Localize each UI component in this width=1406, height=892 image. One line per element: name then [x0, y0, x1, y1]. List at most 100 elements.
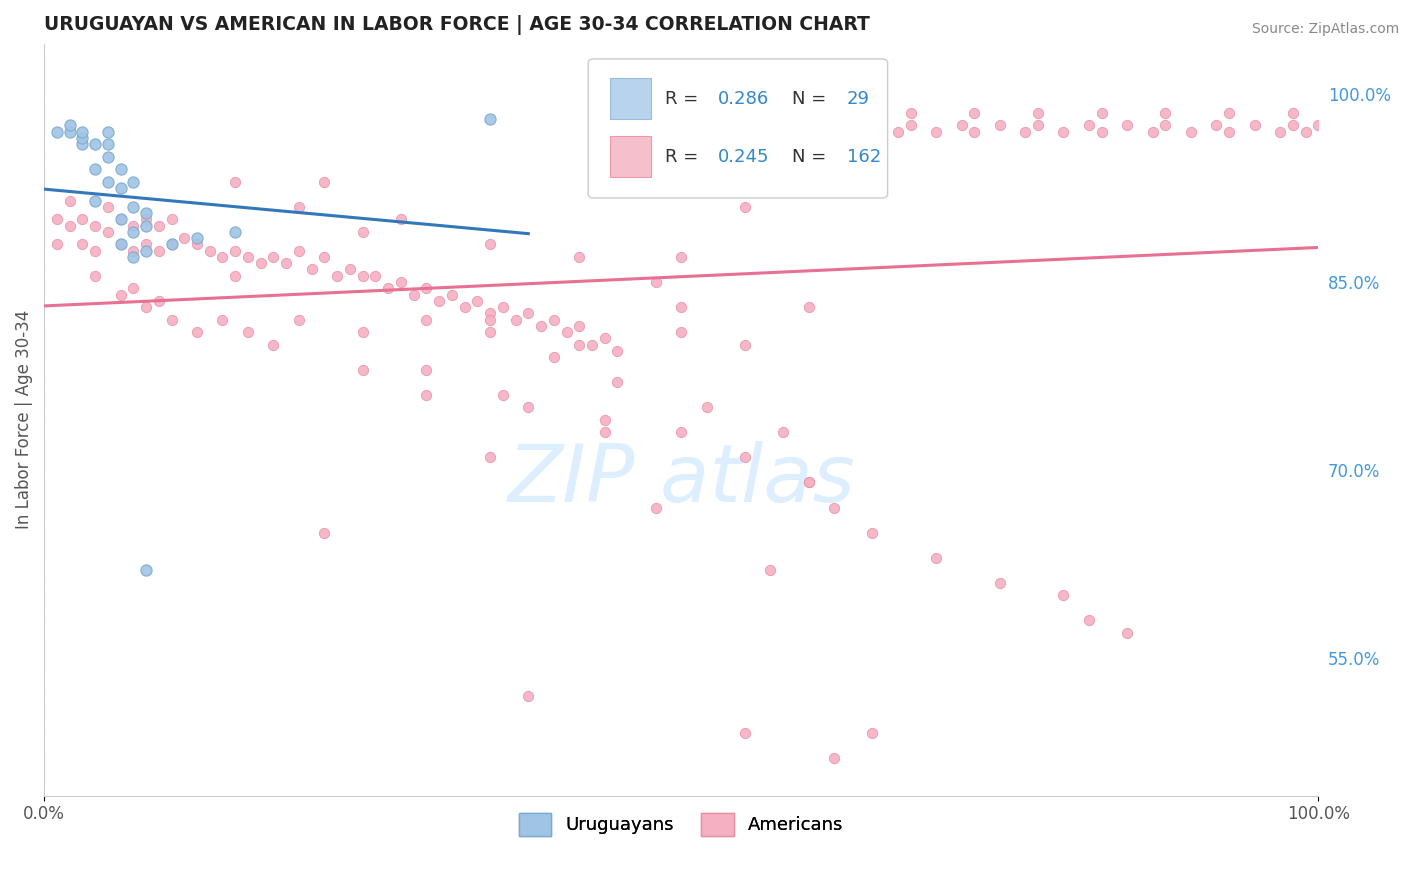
Point	[988, 575, 1011, 590]
Point	[492, 388, 515, 402]
Point	[45, 237, 67, 252]
Point	[530, 318, 553, 333]
Point	[543, 350, 565, 364]
Text: 0.245: 0.245	[718, 148, 769, 166]
Point	[797, 475, 820, 490]
Legend: Uruguayans, Americans: Uruguayans, Americans	[512, 805, 851, 843]
Point	[122, 244, 145, 258]
Point	[84, 137, 107, 152]
Text: URUGUAYAN VS AMERICAN IN LABOR FORCE | AGE 30-34 CORRELATION CHART: URUGUAYAN VS AMERICAN IN LABOR FORCE | A…	[44, 15, 870, 35]
Point	[696, 401, 718, 415]
Point	[568, 337, 591, 351]
Point	[555, 325, 578, 339]
Point	[352, 225, 374, 239]
Point	[173, 231, 195, 245]
Point	[314, 250, 336, 264]
Point	[415, 388, 437, 402]
Point	[352, 268, 374, 283]
Point	[160, 237, 183, 252]
Point	[835, 125, 858, 139]
Point	[58, 119, 80, 133]
Point	[84, 268, 107, 283]
Point	[1091, 105, 1114, 120]
Point	[465, 293, 488, 308]
Point	[1218, 105, 1240, 120]
Point	[669, 325, 692, 339]
Point	[988, 119, 1011, 133]
Point	[211, 312, 233, 326]
Point	[84, 194, 107, 208]
Text: 29: 29	[846, 90, 870, 108]
FancyBboxPatch shape	[610, 136, 651, 178]
Point	[900, 105, 922, 120]
Point	[568, 250, 591, 264]
Point	[72, 137, 94, 152]
Point	[72, 131, 94, 145]
Point	[669, 250, 692, 264]
Point	[734, 337, 756, 351]
Point	[479, 450, 502, 465]
Point	[759, 125, 782, 139]
Point	[160, 312, 183, 326]
Text: 0.286: 0.286	[718, 90, 769, 108]
Point	[1091, 125, 1114, 139]
Point	[135, 206, 157, 220]
Point	[301, 262, 323, 277]
Point	[148, 244, 170, 258]
Point	[135, 237, 157, 252]
Point	[224, 244, 246, 258]
Point	[110, 212, 132, 227]
Point	[122, 219, 145, 233]
Point	[759, 563, 782, 577]
Point	[135, 244, 157, 258]
Point	[160, 212, 183, 227]
Point	[1052, 588, 1074, 602]
Point	[734, 200, 756, 214]
Point	[772, 425, 794, 440]
Point	[823, 751, 845, 765]
Point	[402, 287, 425, 301]
Point	[440, 287, 463, 301]
Point	[58, 219, 80, 233]
Point	[696, 125, 718, 139]
Point	[925, 125, 948, 139]
Point	[186, 231, 208, 245]
Point	[415, 362, 437, 376]
Point	[517, 689, 540, 703]
Point	[110, 287, 132, 301]
Point	[479, 112, 502, 126]
Text: R =: R =	[665, 90, 703, 108]
Point	[97, 225, 120, 239]
Point	[479, 237, 502, 252]
Point	[1281, 119, 1303, 133]
Point	[900, 119, 922, 133]
Point	[326, 268, 349, 283]
Point	[224, 225, 246, 239]
Point	[644, 500, 666, 515]
Point	[1077, 119, 1099, 133]
Text: Source: ZipAtlas.com: Source: ZipAtlas.com	[1251, 22, 1399, 37]
Point	[84, 162, 107, 177]
Point	[709, 105, 731, 120]
Point	[122, 200, 145, 214]
Point	[772, 119, 794, 133]
Point	[644, 275, 666, 289]
Point	[186, 237, 208, 252]
Point	[963, 105, 986, 120]
Point	[262, 250, 284, 264]
Point	[72, 237, 94, 252]
Point	[236, 325, 259, 339]
Point	[593, 413, 616, 427]
Point	[543, 312, 565, 326]
Point	[797, 125, 820, 139]
Point	[1077, 613, 1099, 627]
Text: R =: R =	[665, 148, 703, 166]
Point	[823, 500, 845, 515]
Point	[505, 312, 527, 326]
Point	[364, 268, 387, 283]
Point	[211, 250, 233, 264]
FancyBboxPatch shape	[610, 78, 651, 120]
Point	[288, 200, 311, 214]
Point	[453, 300, 475, 314]
Point	[1205, 119, 1227, 133]
